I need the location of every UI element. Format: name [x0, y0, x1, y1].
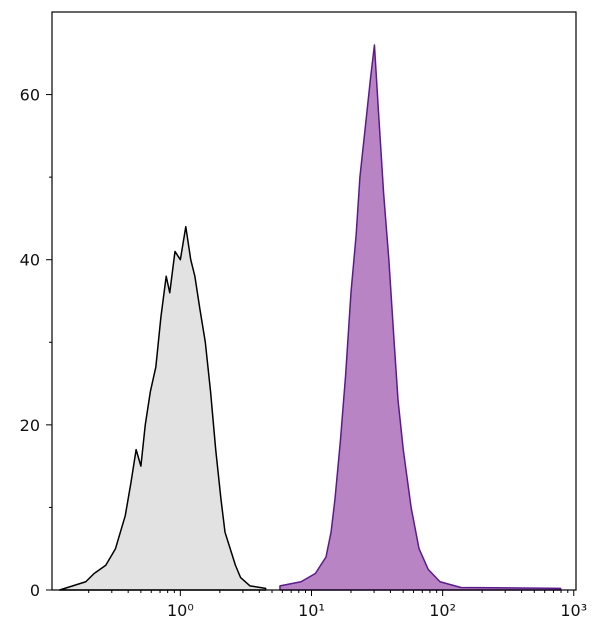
y-tick-label: 40 — [20, 251, 40, 270]
y-tick-label: 20 — [20, 416, 40, 435]
histogram-area — [279, 44, 562, 591]
y-tick-label: 0 — [30, 581, 40, 600]
histogram-area — [58, 225, 267, 591]
y-tick-label: 60 — [20, 86, 40, 105]
plot-frame — [51, 11, 577, 591]
x-tick-label: 10¹ — [298, 601, 325, 620]
x-tick-label: 10⁰ — [167, 601, 194, 620]
x-tick-label: 10³ — [560, 601, 587, 620]
x-tick-label: 10² — [429, 601, 456, 620]
